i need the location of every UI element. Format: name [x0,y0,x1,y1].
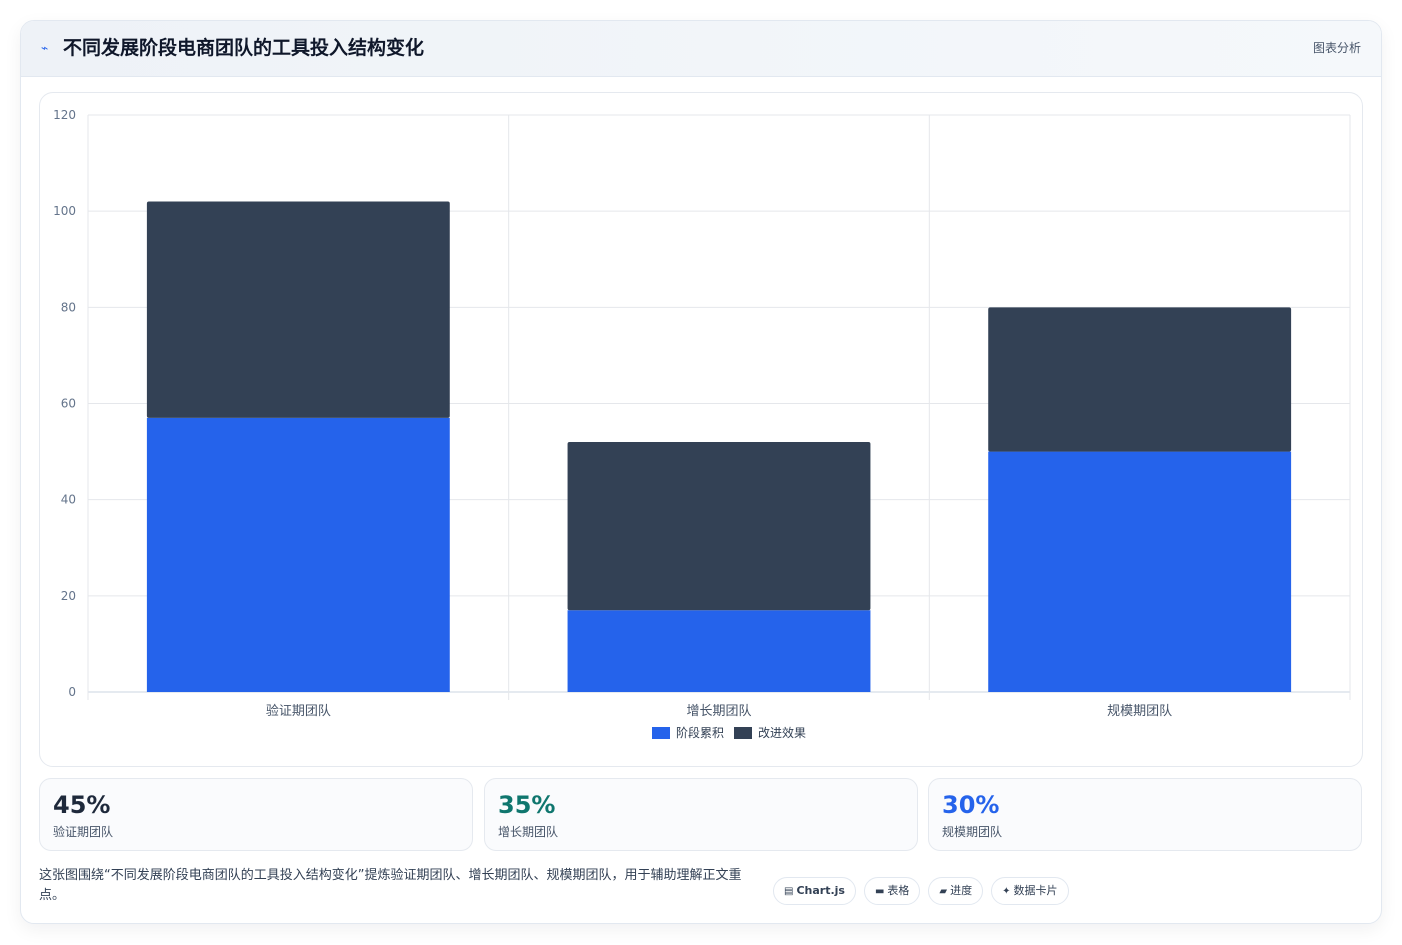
stat-label: 增长期团队 [498,825,559,839]
y-tick-label: 120 [53,108,76,122]
stat-card-3: 30% 规模期团队 [928,778,1362,851]
card-header: ⌁ 不同发展阶段电商团队的工具投入结构变化 图表分析 [21,21,1381,77]
y-tick-label: 60 [61,397,76,411]
stat-label: 验证期团队 [53,825,114,839]
chart-description: 这张图围绕“不同发展阶段电商团队的工具投入结构变化”提炼验证期团队、增长期团队、… [39,868,742,903]
stat-label: 规模期团队 [942,825,1003,839]
legend-swatch [652,727,670,739]
legend-swatch [734,727,752,739]
stat-value: 30% [942,791,1000,819]
tag-label: Chart.js [796,884,845,897]
tag-list: ▤ Chart.js ▬ 表格 ▰ 进度 ✦ 数据卡片 [773,877,1069,905]
y-tick-label: 20 [61,589,76,603]
tag-table[interactable]: ▬ 表格 [863,877,921,905]
stat-card-1: 45% 验证期团队 [39,778,473,851]
legend-label: 改进效果 [758,725,806,740]
chart-card: ⌁ 不同发展阶段电商团队的工具投入结构变化 图表分析 0 20 40 60 80 100 1… [20,20,1382,924]
chart-container: 0 20 40 60 80 100 120 验证期团队 增长期团队 规模期团队阶段累积 改进效果 [39,92,1363,767]
chart-icon: ⌁ [41,41,49,55]
stat-card-2: 35% 增长期团队 [484,778,918,851]
bar-stage-accumulation [988,451,1292,692]
bar-improvement-effect [567,441,871,611]
sparkle-icon: ✦ [1002,886,1011,897]
bar-stage-accumulation [146,417,450,692]
tag-label: 进度 [950,884,973,897]
x-tick-label: 规模期团队 [1107,704,1172,719]
chart-icon: ▤ [784,886,794,897]
progress-icon: ▰ [939,886,948,897]
header-badge: 图表分析 [1312,41,1361,55]
y-tick-label: 0 [68,685,76,699]
tag-data-card[interactable]: ✦ 数据卡片 [991,877,1069,905]
y-tick-label: 80 [61,300,76,314]
tag-label: 数据卡片 [1013,884,1058,897]
tag-label: 表格 [887,884,910,897]
tag-progress[interactable]: ▰ 进度 [928,877,984,905]
legend-label: 阶段累积 [676,725,724,740]
x-tick-label: 验证期团队 [266,703,331,719]
stat-value: 45% [53,791,111,819]
page-title: 不同发展阶段电商团队的工具投入结构变化 [63,37,425,59]
stat-value: 35% [498,791,556,819]
bar-stage-accumulation [567,610,871,692]
x-tick-label: 增长期团队 [686,704,751,719]
y-tick-label: 100 [53,204,76,218]
y-tick-label: 40 [61,493,76,507]
bar-improvement-effect [146,201,450,418]
tag-chartjs[interactable]: ▤ Chart.js [773,877,856,905]
table-icon: ▬ [874,886,885,897]
bar-improvement-effect [988,307,1292,452]
